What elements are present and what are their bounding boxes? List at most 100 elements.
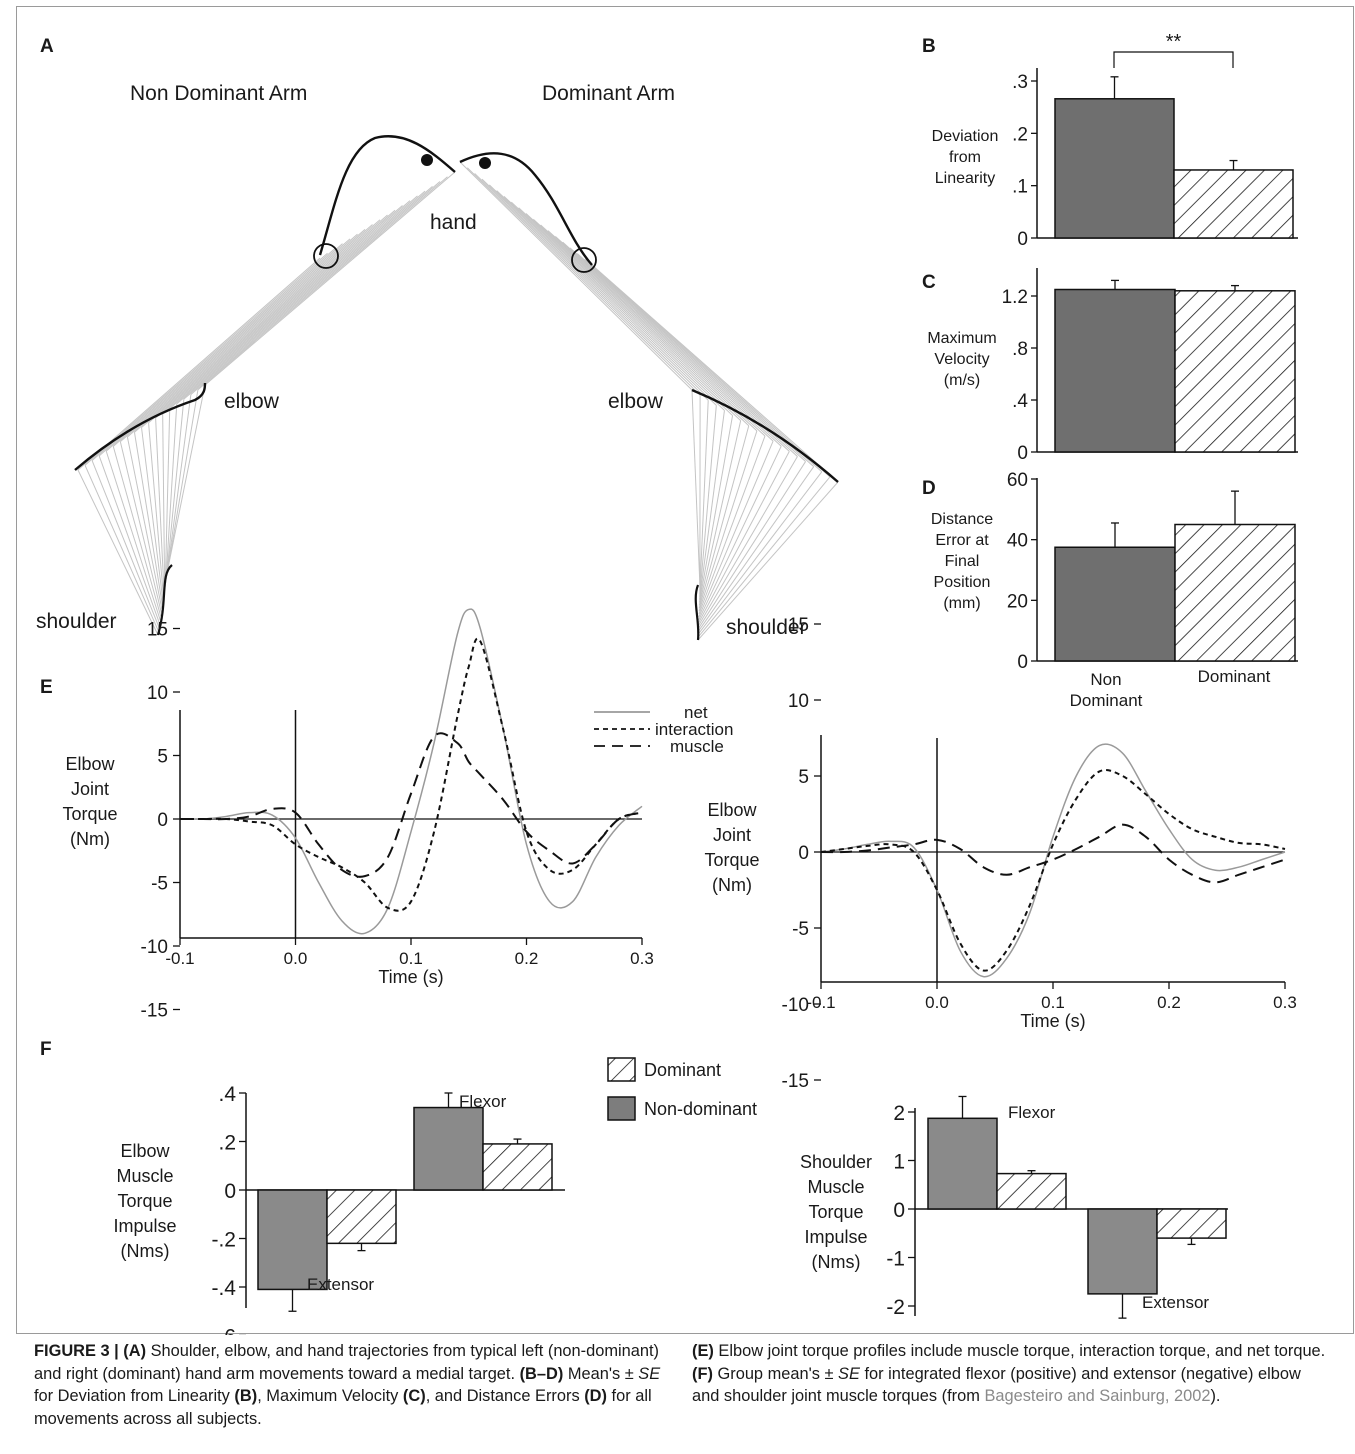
upper-arm-segment-right bbox=[699, 410, 725, 600]
caption-ref: Bagesteiro and Sainburg, 2002 bbox=[984, 1387, 1211, 1405]
caption-t: ). bbox=[1210, 1387, 1221, 1405]
y-tick-label: 0 bbox=[1017, 652, 1028, 673]
y-tick-label: 15 bbox=[788, 615, 809, 636]
bar-non-dominant bbox=[1087, 1208, 1158, 1295]
upper-arm-segment-left bbox=[164, 408, 171, 587]
xcat-dominant: Dominant bbox=[1198, 667, 1271, 686]
y-axis-label-line: Distance bbox=[931, 511, 993, 528]
caption-b: (E) bbox=[692, 1342, 714, 1360]
caption-t: Elbow joint torque profiles include musc… bbox=[713, 1342, 1326, 1360]
series-interaction bbox=[820, 769, 1286, 972]
x-tick-label: 0.1 bbox=[399, 949, 423, 968]
y-axis-label-line: (m/s) bbox=[944, 372, 980, 389]
x-tick-label: 0.3 bbox=[630, 949, 654, 968]
forearm-segment-right bbox=[554, 236, 798, 457]
title-non-dominant-arm: Non Dominant Arm bbox=[130, 82, 307, 105]
panel-e-letter: E bbox=[40, 677, 53, 698]
y-axis-label-line: Elbow bbox=[707, 800, 757, 820]
y-tick-label: 2 bbox=[893, 1102, 905, 1125]
y-tick-label: 0 bbox=[1017, 229, 1028, 250]
y-axis-label-line: (mm) bbox=[943, 595, 980, 612]
panel-a-letter: A bbox=[40, 36, 54, 57]
upper-arm-segment-right bbox=[698, 440, 774, 618]
y-tick-label: .8 bbox=[1012, 339, 1028, 360]
bar-dominant bbox=[482, 1143, 553, 1191]
label-elbow-right: elbow bbox=[608, 390, 664, 413]
forearm-segment-right bbox=[569, 247, 815, 468]
y-tick-label: 0 bbox=[157, 810, 168, 831]
title-dominant-arm: Dominant Arm bbox=[542, 82, 675, 105]
bar-non-dominant bbox=[413, 1106, 484, 1191]
label-flexor-elbow: Flexor bbox=[459, 1092, 507, 1111]
forearm-segment-left bbox=[183, 185, 433, 400]
x-tick-label: 0.2 bbox=[515, 949, 539, 968]
y-tick-label: 1.2 bbox=[1002, 287, 1028, 308]
forearm-segment-right bbox=[584, 258, 831, 478]
upper-arm-segment-left bbox=[141, 427, 164, 602]
forearm-segment-left bbox=[176, 190, 426, 405]
forearm-segment-right bbox=[466, 167, 701, 396]
upper-arm-segment-right bbox=[698, 420, 742, 606]
caption-b: (D) bbox=[584, 1387, 607, 1405]
caption-b: (B–D) bbox=[519, 1364, 564, 1383]
forearm-segment-left bbox=[141, 214, 388, 428]
upper-arm-segment-left bbox=[165, 399, 185, 580]
upper-arm-segment-left bbox=[148, 422, 165, 598]
forearm-segment-left bbox=[197, 176, 448, 391]
bar-dominant bbox=[326, 1189, 397, 1245]
start-circle-right bbox=[571, 247, 597, 273]
legend-nondominant-label: Non-dominant bbox=[644, 1099, 757, 1119]
shoulder-path-left bbox=[156, 564, 173, 636]
upper-arm-segment-right bbox=[697, 481, 839, 641]
legend-dominant-label: Dominant bbox=[644, 1060, 721, 1080]
y-axis-label-line: Muscle bbox=[116, 1166, 173, 1186]
y-tick-label: .4 bbox=[1012, 391, 1028, 412]
y-tick-label: 0 bbox=[893, 1199, 905, 1222]
chart-f-elbow: .4 .2 0 -.2 -.4 -.6 Elbow Muscle Torque Impulse (N… bbox=[113, 1083, 565, 1335]
y-axis-label-line: Torque bbox=[704, 850, 759, 870]
x-tick-label: 0.0 bbox=[284, 949, 308, 968]
panel-a: A Non Dominant Arm Dominant Arm hand elb… bbox=[36, 36, 839, 641]
y-tick-label: 60 bbox=[1007, 470, 1028, 491]
upper-arm-segment-right bbox=[698, 456, 798, 626]
target-dot-right bbox=[479, 157, 491, 169]
caption-i: SE bbox=[638, 1364, 661, 1383]
legend-f: Dominant Non-dominant bbox=[607, 1057, 757, 1121]
upper-arm-segment-right bbox=[698, 415, 734, 603]
y-tick-label: -10 bbox=[782, 995, 809, 1016]
forearm-segment-left bbox=[204, 171, 456, 386]
upper-arm-segment-left bbox=[119, 441, 162, 613]
x-tick-label: 0.1 bbox=[1041, 993, 1065, 1012]
y-tick-label: 40 bbox=[1007, 531, 1028, 552]
xcat-non-dominant-line2: Dominant bbox=[1070, 691, 1143, 710]
upper-arm-segment-right bbox=[698, 425, 750, 609]
y-tick-label: 1 bbox=[893, 1151, 905, 1174]
x-tick-label: 0.3 bbox=[1273, 993, 1297, 1012]
upper-arm-segment-right bbox=[697, 471, 823, 635]
upper-arm-segment-left bbox=[165, 403, 178, 583]
forearm-segment-right bbox=[540, 224, 782, 447]
upper-arm-segment-right bbox=[698, 446, 782, 620]
chart-f-shoulder: 2 1 0 -1 -2 Shoulder Muscle Torque Impulse (Nms) bbox=[800, 1095, 1228, 1319]
bar-non-dominant bbox=[1054, 288, 1176, 453]
y-axis-label-line: Joint bbox=[71, 779, 109, 799]
upper-arm-segment-right bbox=[699, 405, 717, 597]
forearm-segment-right bbox=[503, 195, 742, 422]
forearm-segment-left bbox=[84, 252, 328, 466]
y-tick-label: 0 bbox=[224, 1180, 236, 1203]
y-axis-label-line: Maximum bbox=[927, 330, 996, 347]
forearm-segment-right bbox=[577, 253, 823, 473]
legend-dominant-swatch bbox=[607, 1057, 636, 1082]
forearm-segment-right bbox=[481, 178, 717, 406]
figure-frame bbox=[16, 6, 1354, 1334]
y-tick-label: .3 bbox=[1012, 72, 1028, 93]
y-tick-label: 0 bbox=[1017, 443, 1028, 464]
upper-arm-segment-right bbox=[698, 435, 766, 615]
upper-arm-segment-left bbox=[133, 432, 163, 606]
legend-net-label: net bbox=[684, 703, 708, 722]
y-tick-label: 15 bbox=[147, 620, 168, 641]
chart-c: 1.2 .8 .4 0 Maximum Velocity (m/s) bbox=[927, 268, 1298, 464]
forearm-segment-left bbox=[162, 200, 411, 414]
bar-dominant bbox=[1173, 169, 1294, 239]
forearm-segment-left bbox=[190, 181, 441, 395]
